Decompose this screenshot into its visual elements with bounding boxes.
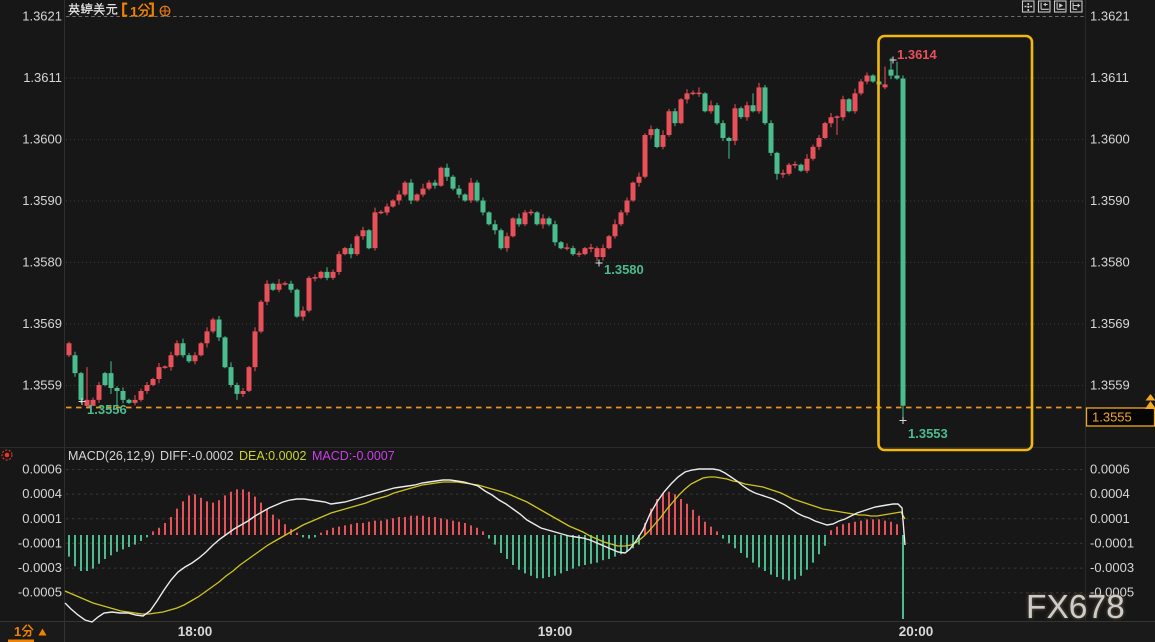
svg-text:0.0004: 0.0004 <box>1090 486 1130 501</box>
svg-text:0.0001: 0.0001 <box>22 511 62 526</box>
svg-text:-0.0005: -0.0005 <box>18 585 62 600</box>
svg-text:MACD:-0.0007: MACD:-0.0007 <box>312 449 395 463</box>
svg-text:1.3580: 1.3580 <box>1090 255 1130 270</box>
svg-text:1.3555: 1.3555 <box>1092 410 1132 425</box>
svg-text:DEA:0.0002: DEA:0.0002 <box>239 449 306 463</box>
svg-text:1.3621: 1.3621 <box>1090 9 1130 24</box>
svg-text:1.3553: 1.3553 <box>908 426 948 441</box>
svg-text:1.3600: 1.3600 <box>22 132 62 147</box>
svg-text:-0.0003: -0.0003 <box>1090 560 1134 575</box>
svg-text:18:00: 18:00 <box>178 624 213 639</box>
svg-text:0.0004: 0.0004 <box>22 486 62 501</box>
svg-text:-0.0005: -0.0005 <box>1090 585 1134 600</box>
svg-text:1: 1 <box>130 4 138 20</box>
svg-text:1.3590: 1.3590 <box>22 193 62 208</box>
svg-text:-0.0001: -0.0001 <box>1090 535 1134 550</box>
svg-text:1.3556: 1.3556 <box>87 402 127 417</box>
svg-text:1.3590: 1.3590 <box>1090 193 1130 208</box>
svg-text:1.3611: 1.3611 <box>23 70 62 85</box>
svg-text:1.3614: 1.3614 <box>897 47 938 62</box>
svg-text:MACD(26,12,9): MACD(26,12,9) <box>68 449 155 463</box>
svg-text:1.3559: 1.3559 <box>1090 378 1130 393</box>
svg-text:20:00: 20:00 <box>899 624 934 639</box>
svg-text:1: 1 <box>14 624 21 639</box>
svg-text:0.0006: 0.0006 <box>22 462 62 477</box>
svg-text:1.3569: 1.3569 <box>22 316 62 331</box>
svg-text:0.0006: 0.0006 <box>1090 462 1130 477</box>
svg-text:DIFF:-0.0002: DIFF:-0.0002 <box>160 449 234 463</box>
svg-text:1.3611: 1.3611 <box>1090 70 1129 85</box>
svg-text:1.3600: 1.3600 <box>1090 132 1130 147</box>
svg-text:FX678: FX678 <box>1026 589 1125 626</box>
svg-text:-0.0003: -0.0003 <box>18 560 62 575</box>
svg-text:FX678: FX678 <box>1026 589 1125 626</box>
svg-text:19:00: 19:00 <box>538 624 573 639</box>
svg-text:0.0001: 0.0001 <box>1090 511 1130 526</box>
svg-text:1.3621: 1.3621 <box>22 9 62 24</box>
svg-text:-0.0001: -0.0001 <box>18 535 62 550</box>
svg-text:1.3569: 1.3569 <box>1090 316 1130 331</box>
svg-text:1.3559: 1.3559 <box>22 378 62 393</box>
svg-text:1.3580: 1.3580 <box>22 255 62 270</box>
svg-text:1.3580: 1.3580 <box>604 262 644 277</box>
